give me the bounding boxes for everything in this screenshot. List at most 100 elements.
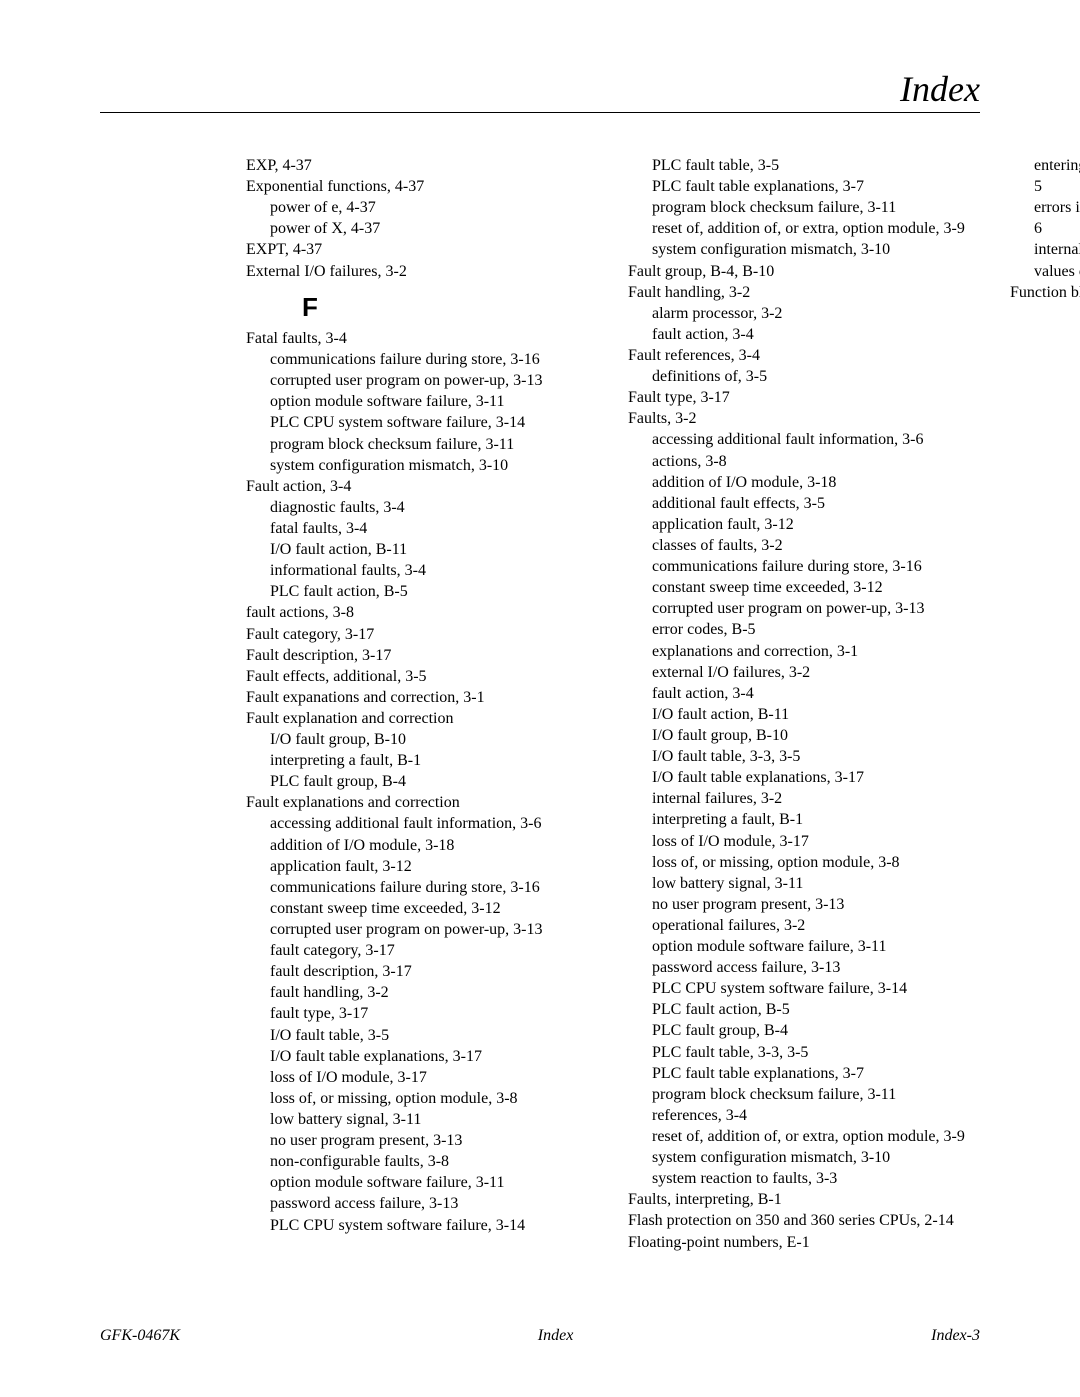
page-footer: GFK-0467K Index Index-3 bbox=[100, 1327, 980, 1345]
index-entry: Exponential functions, 4-37 bbox=[246, 176, 598, 197]
index-subentry: PLC fault table, 3-5 bbox=[628, 155, 980, 176]
index-subentry: I/O fault table, 3-5 bbox=[246, 1025, 598, 1046]
index-subentry: PLC fault table explanations, 3-7 bbox=[628, 176, 980, 197]
index-subentry: PLC CPU system software failure, 3-14 bbox=[246, 412, 598, 433]
footer-center: Index bbox=[538, 1327, 574, 1345]
index-entry: Fault type, 3-17 bbox=[628, 387, 980, 408]
index-entry: Flash protection on 350 and 360 series C… bbox=[628, 1210, 980, 1231]
index-subentry: option module software failure, 3-11 bbox=[246, 391, 598, 412]
index-entry: Fatal faults, 3-4 bbox=[246, 328, 598, 349]
index-entry: Fault description, 3-17 bbox=[246, 645, 598, 666]
index-subentry: PLC fault group, B-4 bbox=[628, 1020, 980, 1041]
index-entry: Fault expanations and correction, 3-1 bbox=[246, 687, 598, 708]
index-subentry: I/O fault group, B-10 bbox=[246, 729, 598, 750]
index-subentry: errors in floating-point numbers and ope… bbox=[1010, 197, 1080, 239]
index-entry: Fault explanations and correction bbox=[246, 792, 598, 813]
page-title: Index bbox=[900, 68, 980, 110]
index-subentry: communications failure during store, 3-1… bbox=[246, 877, 598, 898]
index-entry: Fault effects, additional, 3-5 bbox=[246, 666, 598, 687]
index-subentry: operational failures, 3-2 bbox=[628, 915, 980, 936]
footer-right: Index-3 bbox=[931, 1327, 980, 1345]
index-entry: Faults, interpreting, B-1 bbox=[628, 1189, 980, 1210]
index-entry: EXPT, 4-37 bbox=[246, 239, 598, 260]
index-subentry: additional fault effects, 3-5 bbox=[628, 493, 980, 514]
index-subentry: accessing additional fault information, … bbox=[628, 429, 980, 450]
index-subentry: constant sweep time exceeded, 3-12 bbox=[628, 577, 980, 598]
index-subentry: reset of, addition of, or extra, option … bbox=[628, 1126, 980, 1147]
footer-left: GFK-0467K bbox=[100, 1327, 180, 1345]
index-subentry: fault type, 3-17 bbox=[246, 1003, 598, 1024]
index-entry: Fault group, B-4, B-10 bbox=[628, 261, 980, 282]
index-entry: Fault references, 3-4 bbox=[628, 345, 980, 366]
index-subentry: fault description, 3-17 bbox=[246, 961, 598, 982]
index-subentry: power of X, 4-37 bbox=[246, 218, 598, 239]
index-entry: Faults, 3-2 bbox=[628, 408, 980, 429]
index-subentry: password access failure, 3-13 bbox=[246, 1193, 598, 1214]
index-subentry: fault handling, 3-2 bbox=[246, 982, 598, 1003]
index-subentry: no user program present, 3-13 bbox=[246, 1130, 598, 1151]
index-subentry: addition of I/O module, 3-18 bbox=[246, 835, 598, 856]
index-subentry: constant sweep time exceeded, 3-12 bbox=[246, 898, 598, 919]
index-subentry: definitions of, 3-5 bbox=[628, 366, 980, 387]
index-subentry: diagnostic faults, 3-4 bbox=[246, 497, 598, 518]
index-subentry: power of e, 4-37 bbox=[246, 197, 598, 218]
index-subentry: I/O fault table explanations, 3-17 bbox=[628, 767, 980, 788]
index-subentry: classes of faults, 3-2 bbox=[628, 535, 980, 556]
index-subentry: low battery signal, 3-11 bbox=[246, 1109, 598, 1130]
index-subentry: loss of, or missing, option module, 3-8 bbox=[246, 1088, 598, 1109]
index-subentry: internal failures, 3-2 bbox=[628, 788, 980, 809]
index-subentry: reset of, addition of, or extra, option … bbox=[628, 218, 980, 239]
index-subentry: actions, 3-8 bbox=[628, 451, 980, 472]
index-subentry: password access failure, 3-13 bbox=[628, 957, 980, 978]
index-subentry: informational faults, 3-4 bbox=[246, 560, 598, 581]
index-entry: Fault explanation and correction bbox=[246, 708, 598, 729]
index-subentry: fatal faults, 3-4 bbox=[246, 518, 598, 539]
index-subentry: PLC CPU system software failure, 3-14 bbox=[246, 1215, 598, 1236]
index-subentry: application fault, 3-12 bbox=[628, 514, 980, 535]
index-subentry: interpreting a fault, B-1 bbox=[628, 809, 980, 830]
index-subentry: PLC fault group, B-4 bbox=[246, 771, 598, 792]
index-subentry: fault action, 3-4 bbox=[628, 683, 980, 704]
index-subentry: program block checksum failure, 3-11 bbox=[628, 1084, 980, 1105]
index-subentry: interpreting a fault, B-1 bbox=[246, 750, 598, 771]
index-subentry: loss of, or missing, option module, 3-8 bbox=[628, 852, 980, 873]
index-subentry: external I/O failures, 3-2 bbox=[628, 662, 980, 683]
index-body: EXP, 4-37Exponential functions, 4-37powe… bbox=[246, 155, 980, 1255]
index-entry: Floating-point numbers, E-1 bbox=[628, 1232, 980, 1253]
index-subentry: program block checksum failure, 3-11 bbox=[628, 197, 980, 218]
index-subentry: corrupted user program on power-up, 3-13 bbox=[246, 370, 598, 391]
index-subentry: system reaction to faults, 3-3 bbox=[628, 1168, 980, 1189]
index-subentry: communications failure during store, 3-1… bbox=[628, 556, 980, 577]
index-subentry: PLC fault table, 3-3, 3-5 bbox=[628, 1042, 980, 1063]
index-subentry: I/O fault action, B-11 bbox=[246, 539, 598, 560]
index-letter-heading: F bbox=[302, 290, 598, 324]
index-subentry: alarm processor, 3-2 bbox=[628, 303, 980, 324]
index-entry: EXP, 4-37 bbox=[246, 155, 598, 176]
title-rule bbox=[100, 112, 980, 113]
index-subentry: corrupted user program on power-up, 3-13 bbox=[246, 919, 598, 940]
index-subentry: error codes, B-5 bbox=[628, 619, 980, 640]
index-entry: Fault handling, 3-2 bbox=[628, 282, 980, 303]
index-subentry: I/O fault group, B-10 bbox=[628, 725, 980, 746]
index-subentry: addition of I/O module, 3-18 bbox=[628, 472, 980, 493]
index-subentry: loss of I/O module, 3-17 bbox=[246, 1067, 598, 1088]
index-subentry: application fault, 3-12 bbox=[246, 856, 598, 877]
index-subentry: internal format of floating-point number… bbox=[1010, 239, 1080, 260]
index-subentry: fault action, 3-4 bbox=[628, 324, 980, 345]
index-subentry: fault category, 3-17 bbox=[246, 940, 598, 961]
index-subentry: entering and displaying floating-point n… bbox=[1010, 155, 1080, 197]
index-entry: fault actions, 3-8 bbox=[246, 602, 598, 623]
index-subentry: accessing additional fault information, … bbox=[246, 813, 598, 834]
index-entry: Fault category, 3-17 bbox=[246, 624, 598, 645]
index-subentry: corrupted user program on power-up, 3-13 bbox=[628, 598, 980, 619]
index-subentry: system configuration mismatch, 3-10 bbox=[628, 239, 980, 260]
index-subentry: loss of I/O module, 3-17 bbox=[628, 831, 980, 852]
index-entry: Fault action, 3-4 bbox=[246, 476, 598, 497]
index-subentry: no user program present, 3-13 bbox=[628, 894, 980, 915]
index-subentry: program block checksum failure, 3-11 bbox=[246, 434, 598, 455]
index-subentry: system configuration mismatch, 3-10 bbox=[246, 455, 598, 476]
index-subentry: PLC CPU system software failure, 3-14 bbox=[628, 978, 980, 999]
index-subentry: PLC fault action, B-5 bbox=[246, 581, 598, 602]
index-entry: Function block parameters, 2-28 bbox=[1010, 282, 1080, 303]
index-subentry: I/O fault table explanations, 3-17 bbox=[246, 1046, 598, 1067]
